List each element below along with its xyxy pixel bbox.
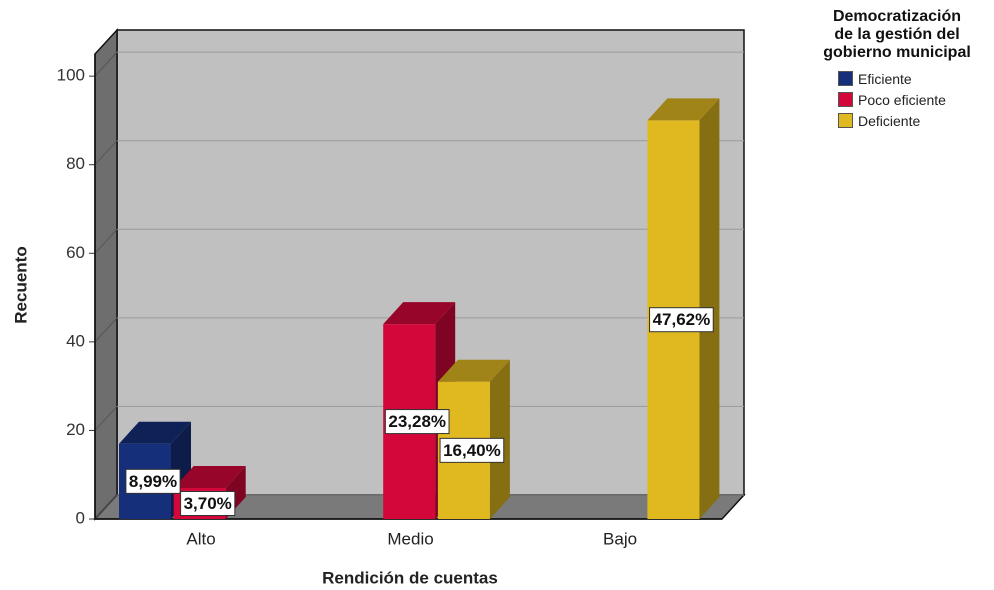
legend-items: Eficiente Poco eficiente Deficiente	[812, 68, 982, 131]
y-tick-label: 80	[66, 154, 85, 173]
data-label: 8,99%	[129, 472, 177, 491]
bar-top	[119, 421, 191, 444]
legend-label: Deficiente	[858, 112, 921, 129]
left-wall	[94, 28, 118, 521]
x-tick-label: Alto	[186, 529, 215, 548]
data-label-group: 8,99%	[125, 468, 181, 494]
data-label-box	[125, 468, 181, 494]
grid-line-side	[94, 494, 118, 520]
legend: Democratización de la gestión del gobier…	[812, 8, 982, 131]
x-tick-label: Medio	[387, 529, 433, 548]
legend-swatch	[838, 71, 853, 86]
bar-top	[647, 98, 720, 121]
bar-top	[383, 302, 456, 325]
data-label-group: 16,40%	[439, 437, 505, 463]
data-label-box	[180, 491, 236, 516]
data-label-group: 3,70%	[180, 491, 236, 516]
data-label: 23,28%	[388, 412, 446, 431]
grid-line-side	[94, 228, 118, 254]
data-label: 47,62%	[653, 310, 711, 329]
data-label-box	[649, 307, 714, 333]
bar-top	[173, 466, 246, 488]
x-axis-label: Rendición de cuentas	[322, 568, 498, 587]
legend-item: Poco eficiente	[838, 89, 982, 110]
y-tick-label: 60	[66, 243, 85, 262]
y-tick-label: 40	[66, 331, 85, 350]
legend-item: Eficiente	[838, 68, 982, 89]
legend-item: Deficiente	[838, 110, 982, 131]
legend-swatch	[838, 113, 853, 128]
grid-line-side	[94, 51, 118, 77]
grid-line-side	[94, 140, 118, 166]
data-label-box	[384, 409, 450, 435]
legend-label: Poco eficiente	[858, 91, 946, 108]
y-tick-label: 100	[57, 66, 85, 85]
data-label-group: 23,28%	[384, 409, 450, 435]
data-label-box	[439, 437, 505, 463]
y-axis-label: Recuento	[11, 246, 30, 323]
data-label-group: 47,62%	[649, 307, 714, 333]
y-tick-label: 0	[76, 508, 85, 527]
legend-swatch	[838, 92, 853, 107]
grid-line-side	[94, 317, 118, 343]
grid-line-side	[94, 406, 118, 431]
x-tick-label: Bajo	[603, 529, 637, 548]
legend-label: Eficiente	[858, 70, 912, 87]
legend-title: Democratización de la gestión del gobier…	[823, 8, 971, 61]
y-tick-label: 20	[66, 420, 85, 439]
bar-top	[437, 359, 510, 382]
data-label: 3,70%	[184, 494, 232, 513]
data-label: 16,40%	[443, 441, 501, 460]
